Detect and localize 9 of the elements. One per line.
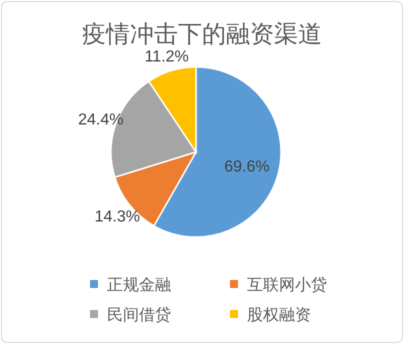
data-label: 14.3%: [94, 208, 140, 226]
data-label: 69.6%: [224, 158, 270, 176]
legend-label: 正规金融: [107, 276, 171, 294]
data-label: 24.4%: [78, 111, 124, 128]
legend-label: 民间借贷: [107, 306, 171, 324]
legend-label: 互联网小贷: [247, 276, 327, 294]
data-label: 11.2%: [144, 48, 189, 66]
legend-label: 股权融资: [247, 306, 311, 324]
chart-title: 疫情冲击下的融资渠道: [82, 21, 322, 48]
